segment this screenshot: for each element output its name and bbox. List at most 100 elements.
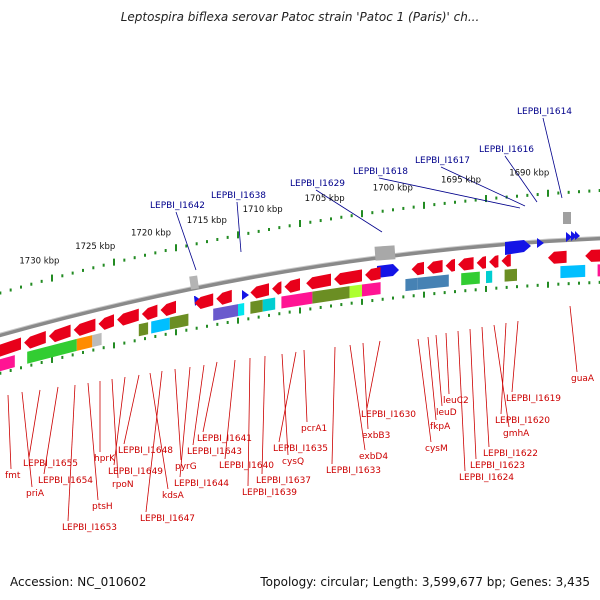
scale-tick [195, 326, 198, 330]
bottom-gene-label[interactable]: LEPBI_I1643 [187, 447, 242, 457]
gene-arrow-forward[interactable] [411, 261, 424, 276]
bottom-gene-label[interactable]: LEPBI_I1644 [174, 479, 229, 489]
label-leader-line [175, 211, 197, 271]
bottom-gene-label[interactable]: rpoN [112, 480, 134, 490]
kbp-scale-labels: 1730 kbp 1725 kbp 1720 kbp 1715 kbp 1710 kbp… [19, 169, 549, 267]
scale-tick [361, 298, 363, 305]
label-leader-line [435, 334, 443, 407]
gene-arrow-reverse[interactable] [377, 264, 399, 278]
gene-arrow-forward[interactable] [48, 324, 71, 343]
top-gene-label[interactable]: LEPBI_I1618 [353, 167, 408, 177]
bottom-gene-label[interactable]: LEPBI_I1655 [23, 459, 78, 469]
bottom-gene-label[interactable]: hprK [94, 454, 116, 464]
kbp-label: 1730 kbp [19, 257, 59, 267]
gene-arrow-forward[interactable] [24, 330, 46, 349]
gene-arrow-forward[interactable] [489, 255, 499, 268]
scale-tick [82, 268, 84, 272]
gene-arrow-reverse[interactable] [505, 240, 531, 255]
gene-arrow-reverse[interactable] [242, 290, 249, 300]
bottom-gene-label[interactable]: LEPBI_I1653 [62, 523, 117, 533]
bottom-gene-label[interactable]: LEPBI_I1654 [38, 476, 93, 486]
bottom-gene-label[interactable]: LEPBI_I1641 [197, 434, 252, 444]
bottom-gene-label[interactable]: LEPBI_I1620 [495, 416, 550, 426]
bottom-gene-label[interactable]: LEPBI_I1647 [140, 514, 195, 524]
bottom-gene-label[interactable]: LEPBI_I1649 [108, 467, 163, 477]
gene-arrow-forward[interactable] [141, 304, 158, 320]
bottom-gene-label[interactable]: pcrA1 [301, 424, 327, 434]
cog-band [461, 271, 480, 286]
gene-arrow-reverse[interactable] [566, 232, 572, 242]
gene-arrow-forward[interactable] [427, 260, 443, 274]
scale-tick [474, 198, 477, 202]
gene-arrow-forward[interactable] [334, 269, 362, 286]
gene-arrow-forward[interactable] [284, 278, 301, 293]
bottom-gene-label[interactable]: exbD4 [359, 452, 388, 462]
gene-arrow-forward[interactable] [585, 249, 600, 262]
label-leader-line [362, 342, 369, 430]
gene-arrow-forward[interactable] [476, 256, 486, 269]
scale-tick [423, 291, 425, 298]
bottom-gene-label[interactable]: LEPBI_I1635 [273, 444, 328, 454]
bottom-gene-label[interactable]: LEPBI_I1619 [506, 394, 561, 404]
label-leader-line [202, 361, 218, 433]
top-gene-label[interactable]: LEPBI_I1616 [479, 145, 534, 155]
bottom-gene-label[interactable]: exbB3 [362, 431, 390, 441]
scale-tick [133, 339, 136, 343]
bottom-gene-label[interactable]: gmhA [503, 429, 530, 439]
top-gene-label[interactable]: LEPBI_I1629 [290, 179, 345, 189]
gene-arrow-forward[interactable] [306, 273, 331, 290]
scale-tick [588, 189, 591, 193]
gene-arrow-forward[interactable] [98, 314, 115, 330]
top-gene-label[interactable]: LEPBI_I1614 [517, 107, 572, 117]
bottom-gene-label[interactable]: cysQ [282, 457, 304, 467]
gene-arrow-forward[interactable] [445, 258, 455, 272]
scale-tick [216, 322, 219, 326]
bottom-gene-label[interactable]: kdsA [162, 491, 185, 501]
bottom-gene-label[interactable]: cysM [425, 444, 448, 454]
bottom-gene-label[interactable]: fkpA [430, 422, 451, 432]
bottom-gene-label[interactable]: LEPBI_I1640 [219, 461, 274, 471]
gene-gray-block[interactable] [563, 212, 571, 224]
bottom-gene-label[interactable]: LEPBI_I1623 [470, 461, 525, 471]
gene-arrow-forward[interactable] [250, 283, 269, 299]
bottom-gene-label[interactable]: priA [26, 489, 45, 499]
bottom-gene-label[interactable]: fmt [5, 471, 21, 481]
top-gene-label[interactable]: LEPBI_I1638 [211, 191, 266, 201]
bottom-gene-label[interactable]: leuC2 [443, 396, 469, 406]
bottom-gene-label[interactable]: LEPBI_I1648 [118, 446, 173, 456]
top-gene-label[interactable]: LEPBI_I1642 [150, 201, 205, 211]
gene-arrow-forward[interactable] [73, 318, 96, 336]
gene-arrow-forward[interactable] [117, 308, 139, 326]
bottom-gene-label[interactable]: pyrG [175, 462, 197, 472]
gene-arrow-forward[interactable] [501, 254, 511, 267]
bottom-gene-label[interactable]: ptsH [92, 502, 113, 512]
cog-band [250, 299, 263, 314]
gene-arrow-forward[interactable] [160, 300, 177, 316]
bottom-gene-label[interactable]: leuD [436, 408, 457, 418]
gene-gray-block[interactable] [189, 275, 199, 290]
scale-tick [92, 266, 95, 270]
gene-gray-block[interactable] [374, 245, 396, 261]
gene-arrow-forward[interactable] [365, 266, 381, 281]
gene-arrow-forward[interactable] [194, 293, 214, 309]
gene-arrow-reverse[interactable] [575, 231, 580, 240]
gene-arrow-forward[interactable] [548, 250, 567, 264]
bottom-gene-label[interactable]: LEPBI_I1622 [483, 449, 538, 459]
bottom-gene-label[interactable]: LEPBI_I1624 [459, 473, 514, 483]
bottom-gene-label[interactable]: guaA [571, 374, 595, 384]
gene-arrow-reverse[interactable] [537, 238, 544, 248]
gene-arrow-forward[interactable] [272, 281, 282, 295]
scale-tick [567, 190, 570, 194]
bottom-gene-label[interactable]: LEPBI_I1639 [242, 488, 297, 498]
gene-arrow-forward[interactable] [216, 289, 232, 305]
gene-arrow-forward[interactable] [0, 337, 21, 358]
bottom-gene-label[interactable]: LEPBI_I1633 [326, 466, 381, 476]
gene-arrow-forward[interactable] [458, 257, 474, 271]
gene-arrow-reverse[interactable] [571, 231, 577, 241]
scale-tick [350, 301, 353, 305]
bottom-gene-label[interactable]: LEPBI_I1630 [361, 410, 416, 420]
top-gene-label[interactable]: LEPBI_I1617 [415, 156, 470, 166]
bottom-gene-label[interactable]: LEPBI_I1637 [256, 476, 311, 486]
cog-band [486, 270, 493, 284]
